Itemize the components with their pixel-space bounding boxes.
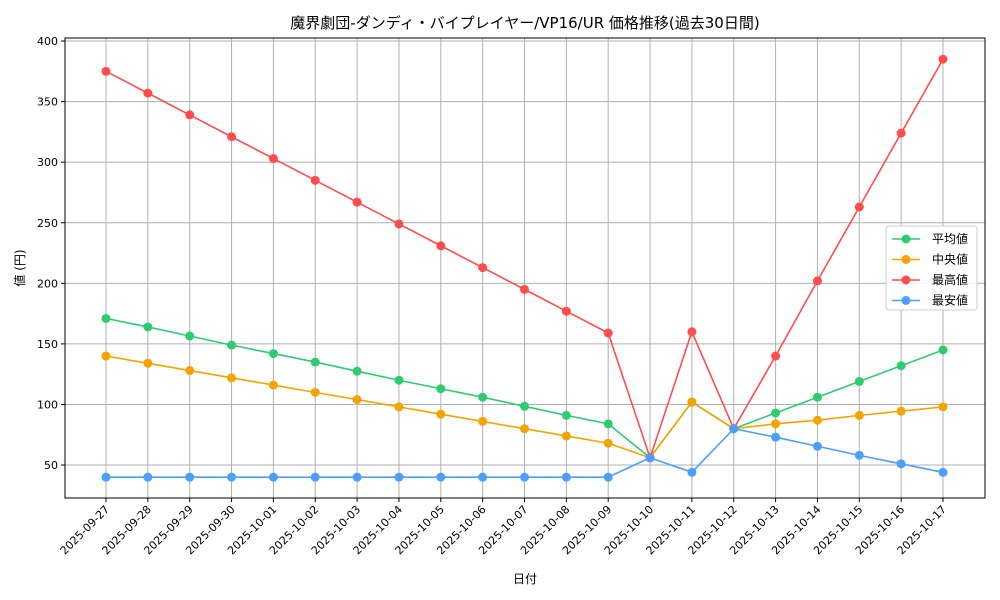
legend-label: 平均値 — [932, 231, 968, 246]
data-point — [854, 450, 864, 460]
data-point — [227, 472, 237, 482]
data-point — [896, 361, 906, 371]
data-point — [143, 358, 153, 368]
data-point — [896, 459, 906, 469]
data-point — [436, 384, 446, 394]
data-point — [771, 408, 781, 418]
data-point — [310, 175, 320, 185]
data-point — [394, 402, 404, 412]
data-point — [310, 387, 320, 397]
data-point — [687, 467, 697, 477]
data-point — [812, 276, 822, 286]
data-point — [812, 441, 822, 451]
legend-marker — [901, 296, 911, 305]
data-point — [645, 453, 655, 463]
y-tick-label: 250 — [37, 217, 58, 230]
data-point — [938, 402, 948, 412]
data-point — [352, 197, 362, 207]
data-point — [938, 54, 948, 64]
data-point — [854, 376, 864, 386]
data-point — [227, 373, 237, 383]
data-point — [101, 472, 111, 482]
data-point — [268, 349, 278, 359]
y-tick-label: 100 — [37, 398, 58, 411]
data-point — [561, 472, 571, 482]
data-point — [687, 327, 697, 337]
y-axis-label: 値 (円) — [12, 249, 27, 286]
data-point — [938, 345, 948, 355]
data-point — [603, 472, 613, 482]
data-point — [729, 424, 739, 434]
legend-label: 最高値 — [932, 272, 968, 287]
data-point — [143, 472, 153, 482]
data-point — [478, 263, 488, 273]
data-point — [101, 313, 111, 323]
legend-label: 中央値 — [932, 252, 968, 267]
data-point — [687, 397, 697, 407]
data-point — [771, 432, 781, 442]
data-point — [143, 322, 153, 332]
y-tick-label: 350 — [37, 96, 58, 109]
data-point — [352, 472, 362, 482]
data-point — [478, 416, 488, 426]
data-point — [520, 284, 529, 294]
data-point — [896, 128, 906, 138]
data-point — [771, 419, 781, 429]
data-point — [771, 351, 781, 361]
data-point — [603, 328, 613, 338]
data-point — [394, 219, 404, 229]
data-point — [101, 351, 111, 361]
data-point — [143, 88, 153, 98]
data-point — [561, 410, 571, 420]
data-point — [520, 424, 529, 434]
data-point — [854, 202, 864, 212]
data-point — [394, 375, 404, 385]
data-point — [268, 472, 278, 482]
data-point — [352, 395, 362, 405]
data-point — [185, 472, 195, 482]
data-point — [436, 472, 446, 482]
y-tick-label: 400 — [37, 35, 58, 48]
y-tick-label: 200 — [37, 277, 58, 290]
data-point — [603, 438, 613, 448]
data-point — [185, 110, 195, 120]
data-point — [812, 415, 822, 425]
legend-marker — [901, 234, 911, 244]
legend-marker — [901, 255, 911, 264]
legend-label: 最安値 — [932, 293, 968, 308]
data-point — [520, 472, 529, 482]
data-point — [478, 392, 488, 402]
data-point — [854, 410, 864, 420]
data-point — [394, 472, 404, 482]
data-point — [310, 357, 320, 367]
data-point — [227, 132, 237, 142]
data-point — [185, 331, 195, 341]
chart-title: 魔界劇団-ダンディ・バイプレイヤー/VP16/UR 価格推移(過去30日間) — [290, 14, 759, 32]
data-point — [268, 154, 278, 164]
data-point — [938, 467, 948, 477]
y-tick-label: 50 — [44, 459, 58, 472]
legend-marker — [901, 275, 911, 285]
data-point — [436, 241, 446, 251]
x-axis-label: 日付 — [513, 572, 537, 586]
data-point — [520, 401, 529, 411]
data-point — [812, 392, 822, 402]
data-point — [268, 380, 278, 390]
data-point — [310, 472, 320, 482]
data-point — [603, 419, 613, 429]
y-tick-label: 150 — [37, 338, 58, 351]
data-point — [352, 366, 362, 376]
y-tick-label: 300 — [37, 156, 58, 169]
data-point — [101, 66, 111, 76]
data-point — [478, 472, 488, 482]
data-point — [561, 306, 571, 316]
data-point — [436, 409, 446, 419]
data-point — [561, 431, 571, 441]
data-point — [185, 366, 195, 376]
data-point — [227, 340, 237, 350]
data-point — [896, 406, 906, 416]
